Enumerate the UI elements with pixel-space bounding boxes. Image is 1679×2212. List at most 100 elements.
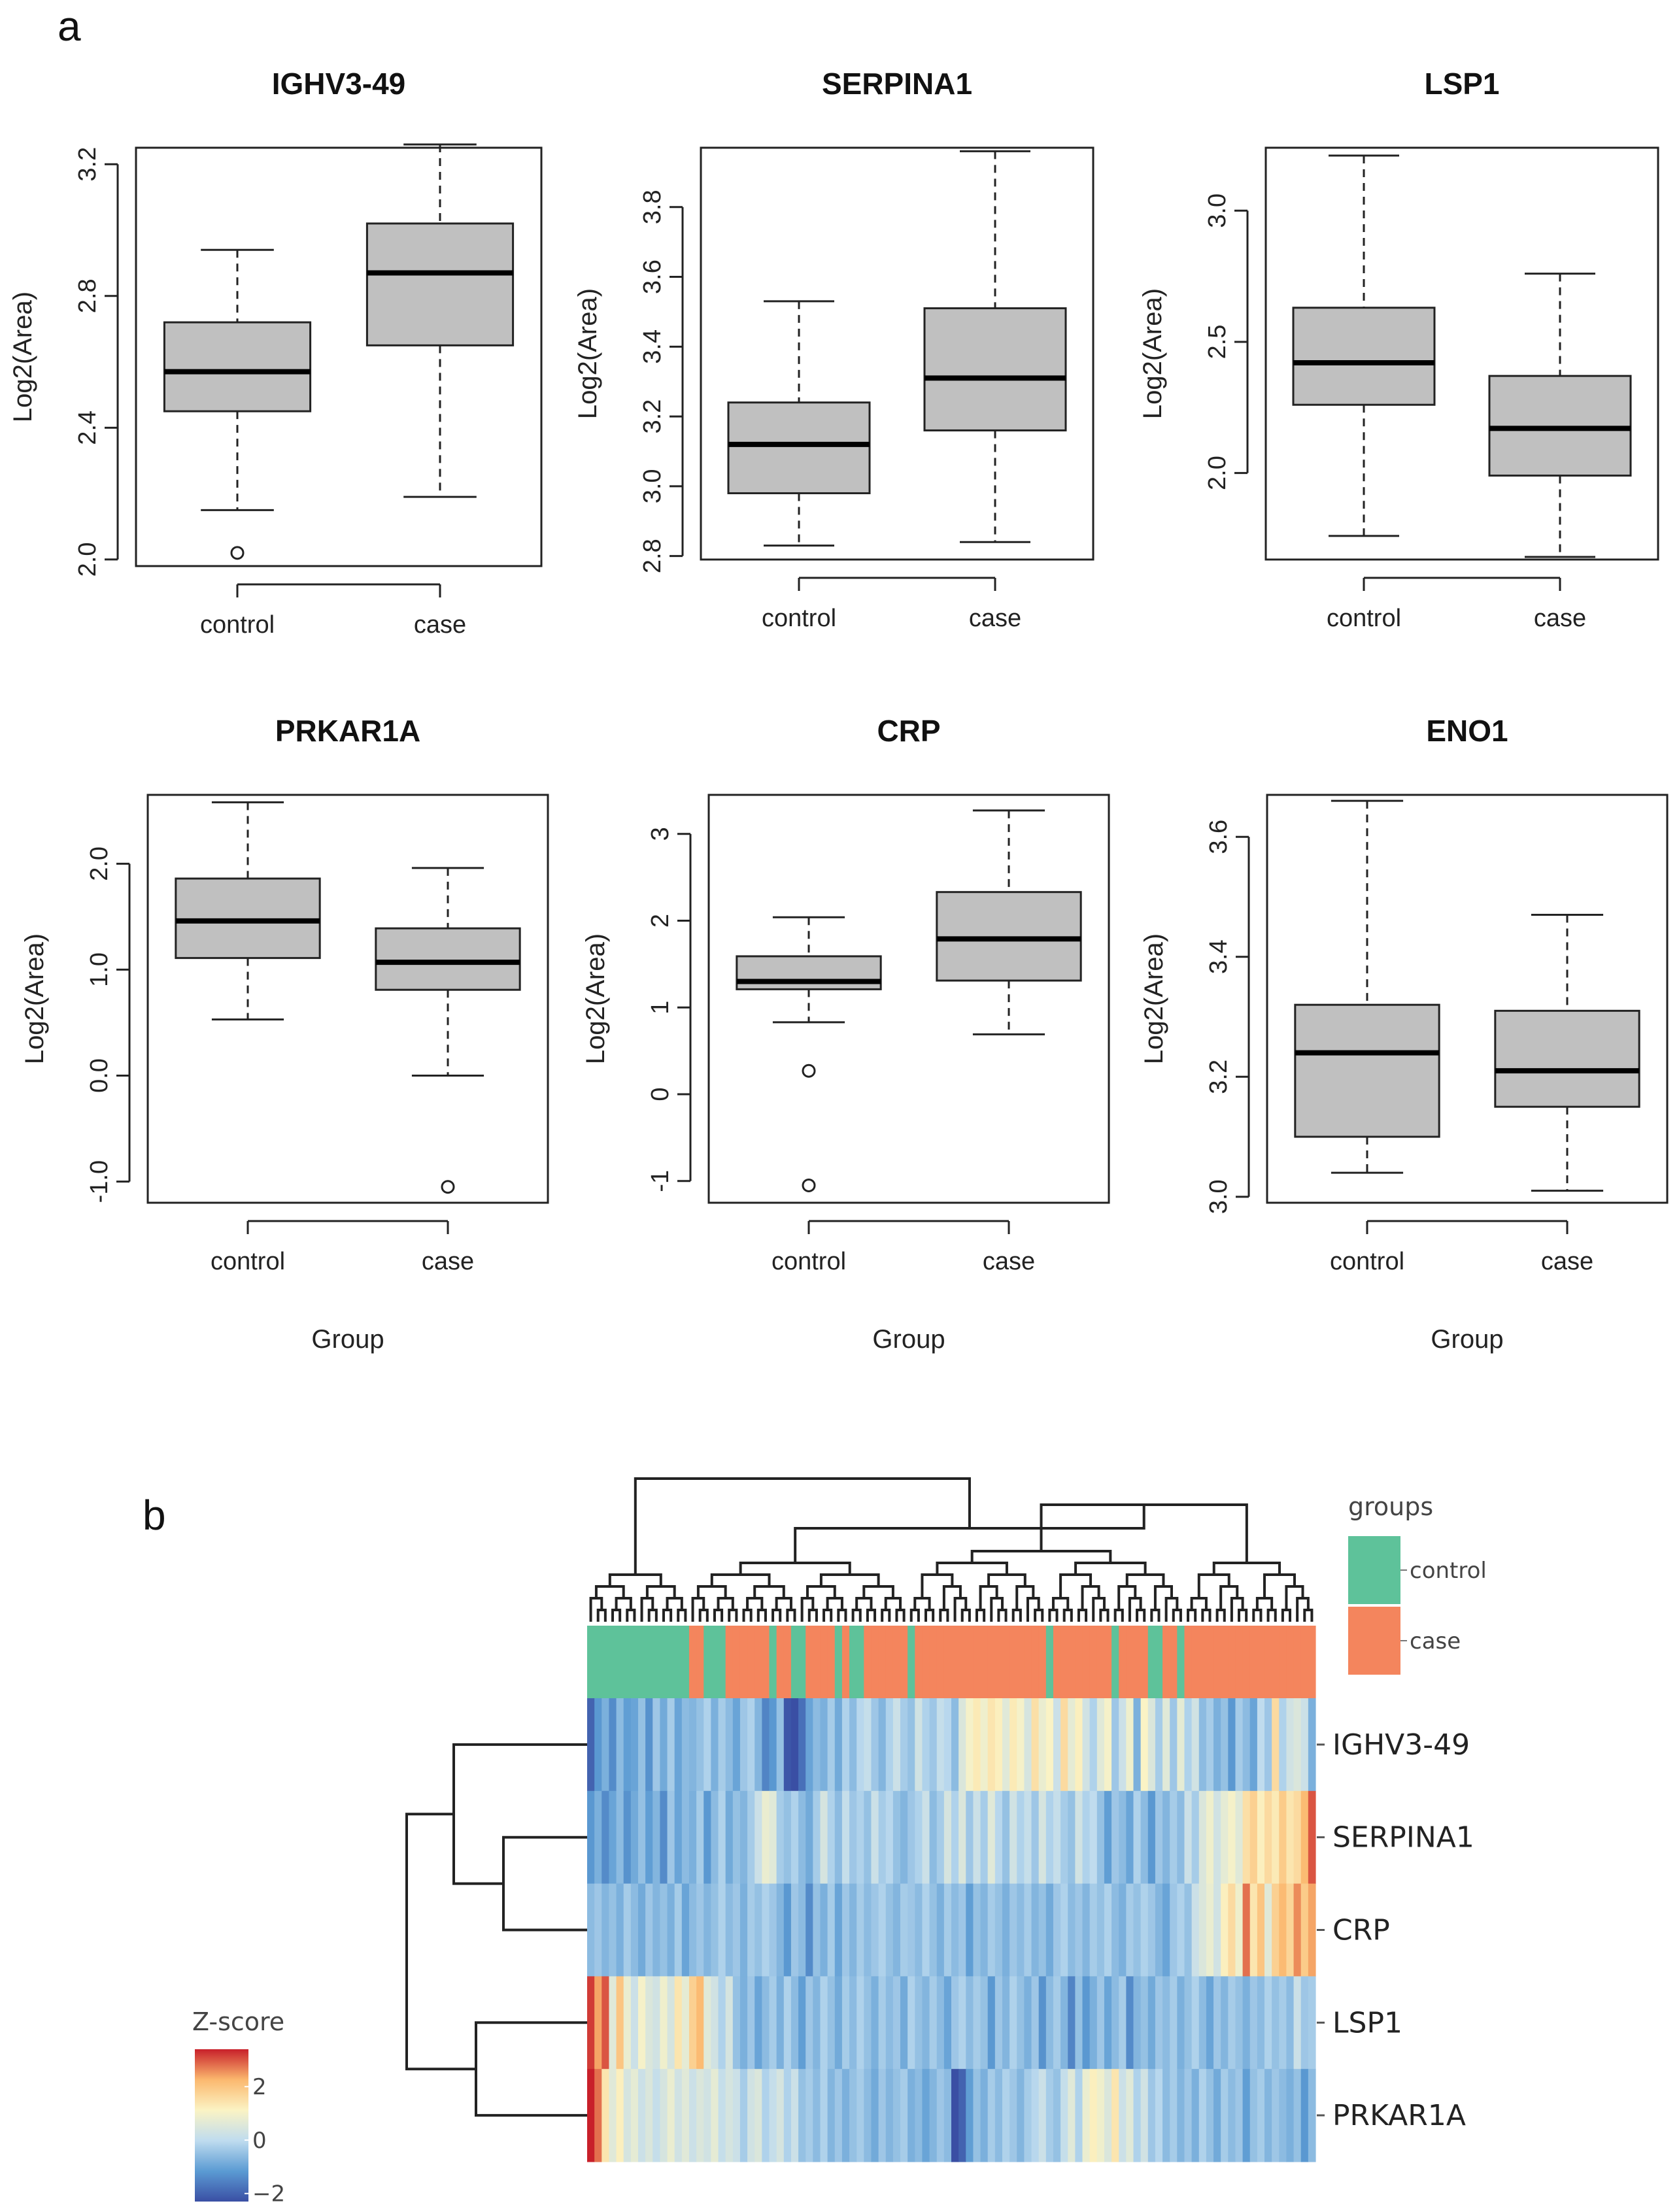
heatmap-cell: [660, 2069, 668, 2162]
heatmap-cell: [951, 1976, 959, 2070]
row-label-prkar1a: PRKAR1A: [1332, 2099, 1466, 2132]
heatmap-cell: [1017, 1883, 1025, 1977]
legend-swatch-case: [1348, 1607, 1400, 1675]
heatmap-cell: [1235, 1698, 1244, 1792]
heatmap-cell: [1293, 1976, 1302, 2070]
dendrogram-branch: [634, 1477, 971, 1575]
heatmap-cell: [1111, 1976, 1119, 2070]
heatmap-cell: [806, 1976, 813, 2070]
heatmap-cell: [1096, 1976, 1105, 2070]
heatmap-cell: [1177, 1883, 1185, 1977]
heatmap-cell: [660, 1698, 668, 1792]
heatmap-cell: [790, 1698, 799, 1792]
annotation-cell-case: [951, 1626, 959, 1698]
heatmap-cell: [1009, 1976, 1017, 2070]
heatmap-cell: [1221, 1790, 1229, 1885]
dendrogram-branch: [806, 1585, 836, 1598]
heatmap-cell: [892, 2069, 901, 2162]
heatmap-cell: [958, 1790, 966, 1885]
heatmap-cell: [798, 1790, 806, 1885]
annotation-cell-case: [1206, 1626, 1214, 1698]
x-tick-label-case: case: [1534, 605, 1586, 632]
heatmap-cell: [1140, 1698, 1149, 1792]
heatmap-cell: [1140, 1790, 1149, 1885]
heatmap-cell: [885, 1976, 894, 2070]
heatmap-cell: [929, 1698, 938, 1792]
heatmap-cell: [1257, 1883, 1265, 1977]
heatmap-cell: [1286, 2069, 1295, 2162]
plot-frame: [1266, 794, 1669, 1204]
x-axis-label: Group: [311, 1325, 384, 1354]
heatmap-cell: [885, 1698, 894, 1792]
heatmap-cell: [1170, 1883, 1178, 1977]
heatmap-cell: [1177, 2069, 1185, 2162]
heatmap-cell: [1060, 1883, 1068, 1977]
heatmap-cell: [1060, 1790, 1068, 1885]
annotation-cell-control: [856, 1626, 864, 1698]
heatmap-cell: [915, 1698, 923, 1792]
heatmap-cell: [762, 1790, 770, 1885]
heatmap-cell: [1191, 1883, 1200, 1977]
legend-label-case: case: [1410, 1628, 1461, 1654]
heatmap-cell: [1272, 1883, 1280, 1977]
heatmap-cell: [711, 1790, 719, 1885]
outlier-point: [802, 1064, 816, 1078]
heatmap-cell: [769, 1790, 777, 1885]
heatmap-cell: [1191, 1976, 1200, 2070]
box-control: [736, 916, 882, 1192]
y-tick-label: 1: [647, 1001, 674, 1014]
heatmap-cell: [973, 1698, 981, 1792]
heatmap-cell: [711, 2069, 719, 2162]
heatmap-cell: [1126, 2069, 1134, 2162]
heatmap-cell: [587, 1698, 595, 1792]
dendrogram-branch: [819, 1573, 880, 1586]
dendrogram-branch: [997, 1609, 1008, 1622]
heatmap-cell: [718, 1976, 726, 2070]
dendrogram-branch: [1238, 1609, 1248, 1622]
y-tick-label: 2.0: [86, 846, 113, 881]
heatmap-cell: [711, 1698, 719, 1792]
heatmap-cell: [704, 1698, 711, 1792]
heatmap-cell: [987, 1883, 996, 1977]
heatmap-cell: [922, 2069, 930, 2162]
y-axis-label: Log2(Area): [1140, 933, 1168, 1064]
heatmap-cell: [1184, 1790, 1193, 1885]
annotation-cell-case: [1133, 1626, 1142, 1698]
y-tick-label: 3.6: [639, 260, 666, 294]
heatmap-cell: [594, 2069, 602, 2162]
heatmap-cell: [674, 2069, 683, 2162]
heatmap-cell: [739, 1976, 748, 2070]
heatmap-cell: [922, 1790, 930, 1885]
annotation-cell-case: [762, 1626, 770, 1698]
heatmap-cell: [1002, 1883, 1010, 1977]
heatmap-cell: [1017, 2069, 1025, 2162]
heatmap-cell: [602, 2069, 610, 2162]
y-tick-label: 0.0: [86, 1058, 113, 1093]
heatmap-cell: [1235, 1790, 1244, 1885]
heatmap-cell: [1147, 2069, 1156, 2162]
heatmap-cell: [1038, 1790, 1047, 1885]
heatmap-cell: [987, 1790, 996, 1885]
annotation-cell-case: [922, 1626, 930, 1698]
heatmap-cell: [915, 1790, 923, 1885]
x-tick-label-case: case: [414, 611, 466, 639]
heatmap-cell: [1024, 2069, 1032, 2162]
heatmap-cell: [667, 1976, 675, 2070]
annotation-cell-control: [602, 1626, 610, 1698]
heatmap-cell: [1104, 1976, 1112, 2070]
annotation-cell-control: [907, 1626, 915, 1698]
heatmap-cell: [936, 2069, 945, 2162]
heatmap-cell: [915, 1883, 923, 1977]
heatmap-cell: [827, 1883, 836, 1977]
heatmap-cell: [1126, 1976, 1134, 2070]
heatmap-cell: [806, 1883, 813, 1977]
dendrogram-branch: [895, 1609, 906, 1622]
box-control: [175, 801, 321, 1021]
annotation-cell-control: [660, 1626, 668, 1698]
heatmap-cell: [1038, 1976, 1047, 2070]
heatmap-cell: [1308, 1883, 1316, 1977]
y-tick-label: 2.5: [1204, 325, 1231, 360]
dendrogram-branch: [1172, 1609, 1182, 1622]
annotation-cell-case: [1235, 1626, 1244, 1698]
heatmap-cell: [1155, 1883, 1163, 1977]
